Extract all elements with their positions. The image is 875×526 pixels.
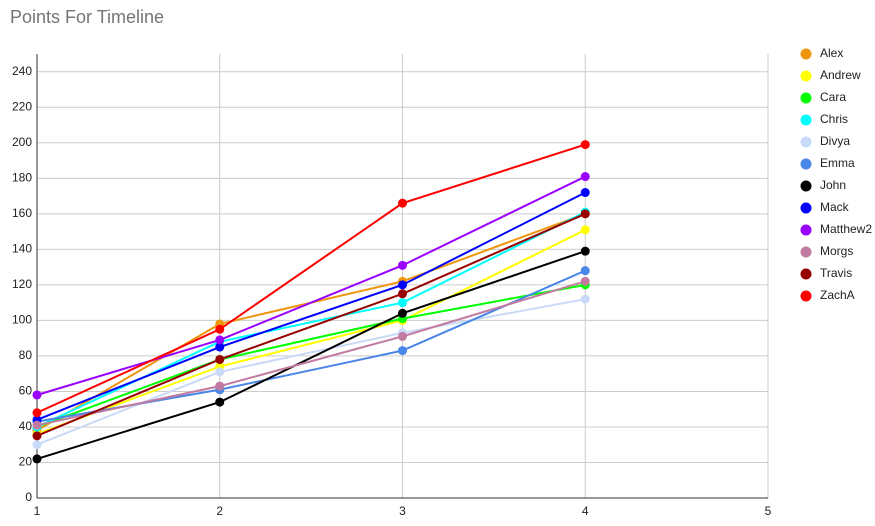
y-tick-label: 200 <box>12 135 32 149</box>
data-point <box>215 367 225 377</box>
x-tick-label: 1 <box>34 504 41 518</box>
y-tick-label: 80 <box>19 348 33 362</box>
series-line <box>36 175 586 396</box>
series-line <box>36 228 586 436</box>
y-tick-label: 220 <box>12 99 32 113</box>
data-point <box>32 408 42 418</box>
legend-label: Alex <box>820 46 843 60</box>
legend-marker <box>800 290 812 302</box>
series-line <box>36 298 586 446</box>
legend-marker <box>800 202 812 214</box>
legend-label: Emma <box>820 156 855 170</box>
y-tick-label: 180 <box>12 170 32 184</box>
y-tick-label: 240 <box>12 64 32 78</box>
y-tick-label: 140 <box>12 242 32 256</box>
data-point <box>215 335 225 345</box>
legend-marker <box>800 70 812 82</box>
series-line <box>36 250 586 460</box>
data-point <box>398 346 407 356</box>
data-point <box>580 188 590 198</box>
data-point <box>580 246 590 256</box>
legend-marker <box>800 224 812 236</box>
data-point <box>398 198 407 208</box>
data-point <box>32 420 42 430</box>
data-point <box>580 209 590 219</box>
y-tick-label: 100 <box>12 313 32 327</box>
data-point <box>215 342 225 352</box>
legend-marker <box>800 92 812 104</box>
data-point <box>398 289 407 299</box>
x-tick-label: 4 <box>582 504 589 518</box>
legend-marker <box>800 48 812 60</box>
y-tick-label: 40 <box>19 419 33 433</box>
legend-label: Matthew2 <box>820 222 872 236</box>
legend-label: ZachA <box>820 288 855 302</box>
data-point <box>398 260 407 270</box>
data-point <box>398 298 407 308</box>
chart-title: Points For Timeline <box>10 7 164 27</box>
data-point <box>32 454 42 464</box>
x-tick-label: 3 <box>399 504 406 518</box>
series-line <box>36 191 586 421</box>
data-point <box>580 172 590 182</box>
y-tick-label: 0 <box>25 490 32 504</box>
legend-marker <box>800 180 812 192</box>
x-tick-label: 2 <box>216 504 223 518</box>
data-point <box>580 266 590 276</box>
legend-marker <box>800 246 812 258</box>
data-point <box>32 431 42 441</box>
data-point <box>398 280 407 290</box>
data-point <box>580 294 590 304</box>
y-tick-label: 120 <box>12 277 32 291</box>
legend-marker <box>800 114 812 126</box>
series-line <box>36 143 586 414</box>
data-point <box>580 276 590 286</box>
data-point <box>580 140 590 150</box>
legend-label: Chris <box>820 112 848 126</box>
series-line <box>36 280 586 427</box>
data-point <box>215 397 225 407</box>
data-point <box>215 381 225 391</box>
series-line <box>36 283 586 428</box>
legend-label: Cara <box>820 90 846 104</box>
legend-label: Morgs <box>820 244 853 258</box>
series-line <box>36 212 586 437</box>
legend-label: Andrew <box>820 68 861 82</box>
data-point <box>580 225 590 235</box>
x-tick-label: 5 <box>765 504 772 518</box>
y-tick-label: 20 <box>19 455 33 469</box>
data-point <box>32 440 42 450</box>
legend-label: Divya <box>820 134 850 148</box>
y-tick-label: 60 <box>19 384 33 398</box>
data-point <box>398 308 407 318</box>
data-point <box>215 354 225 364</box>
data-point <box>32 390 42 400</box>
data-point <box>398 331 407 341</box>
legend-marker <box>800 158 812 170</box>
legend-marker <box>800 136 812 148</box>
legend-label: Mack <box>820 200 850 214</box>
legend-label: Travis <box>820 266 852 280</box>
legend-label: John <box>820 178 846 192</box>
series-line <box>36 269 586 423</box>
data-point <box>215 324 225 334</box>
y-tick-label: 160 <box>12 206 32 220</box>
legend-marker <box>800 268 812 280</box>
